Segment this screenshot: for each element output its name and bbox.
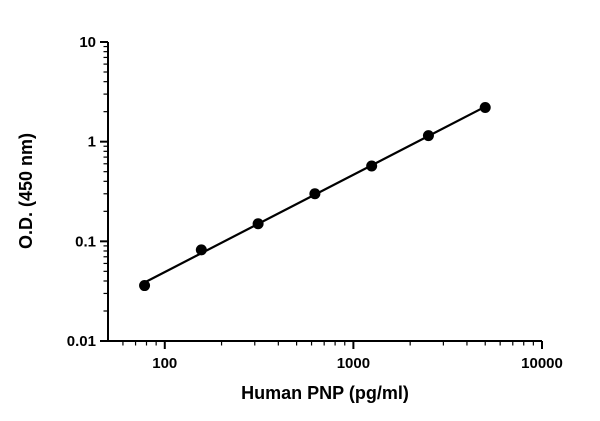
- data-point: [309, 188, 321, 200]
- data-point: [422, 130, 434, 142]
- y-axis-title: O.D. (450 nm): [16, 133, 36, 249]
- x-tick-label: 1000: [337, 355, 370, 372]
- data-point: [252, 218, 264, 230]
- data-point: [139, 280, 151, 292]
- data-point: [366, 160, 378, 172]
- x-axis-title: Human PNP (pg/ml): [241, 383, 409, 403]
- y-tick-label: 0.01: [67, 333, 96, 350]
- x-tick-label: 100: [152, 355, 177, 372]
- data-point: [195, 244, 207, 256]
- x-tick-label: 10000: [521, 355, 563, 372]
- plot-layer: 100 1000 10000 0.01 0.1 1 10: [67, 34, 563, 372]
- data-point: [479, 102, 491, 114]
- y-tick-label: 1: [88, 134, 96, 151]
- y-tick-label: 10: [79, 34, 96, 51]
- y-tick-label: 0.1: [75, 233, 96, 250]
